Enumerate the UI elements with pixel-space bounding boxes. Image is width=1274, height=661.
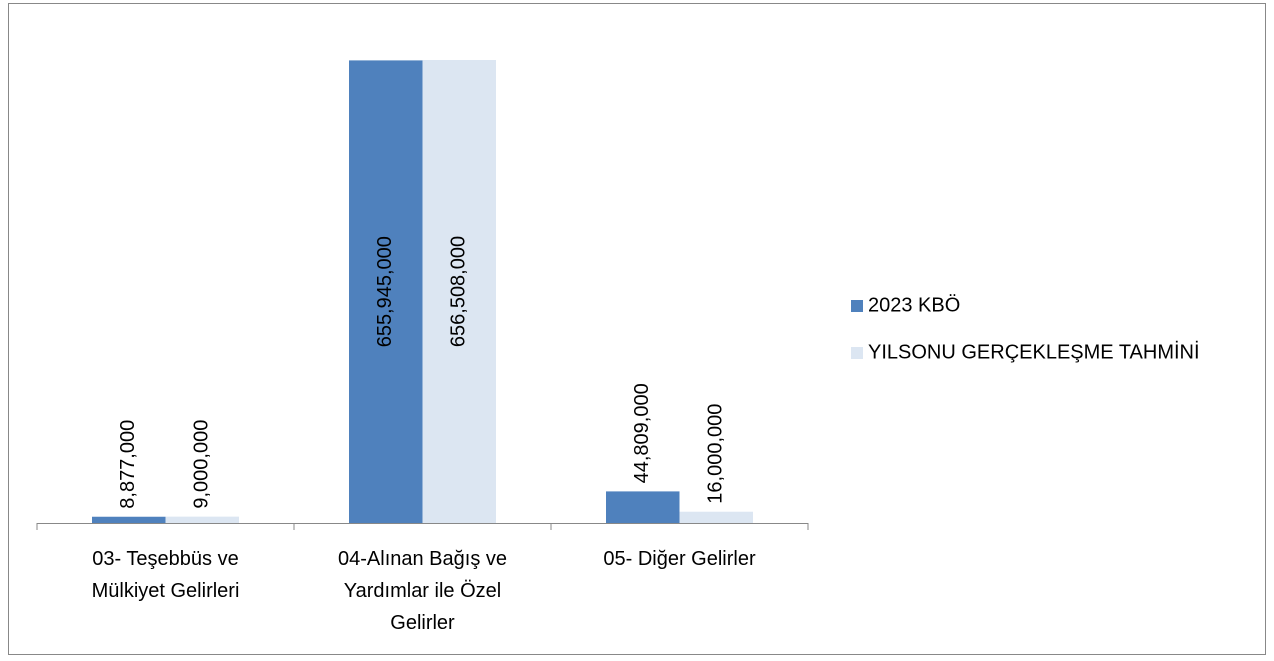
legend-swatch	[851, 300, 863, 312]
bar	[165, 516, 239, 523]
label-line: 03- Teşebbüs ve	[92, 548, 238, 570]
data-label: 16,000,000	[705, 404, 727, 504]
data-label: 9,000,000	[191, 420, 213, 509]
legend-swatch	[851, 347, 863, 359]
data-label: 656,508,000	[448, 236, 470, 347]
label-line: 04-Alınan Bağış ve	[338, 548, 507, 570]
bar	[422, 60, 496, 523]
chart-frame	[8, 3, 1266, 655]
data-label: 44,809,000	[631, 383, 653, 483]
x-tick-label: 04-Alınan Bağış ve Yardımlar ile Özel Geli…	[338, 548, 507, 634]
legend-label: 2023 KBÖ	[868, 294, 960, 316]
label-line: 05- Diğer Gelirler	[603, 548, 756, 570]
data-label: 655,945,000	[374, 236, 396, 347]
x-tick-label: 05- Diğer Gelirler	[603, 548, 756, 570]
label-line: Gelirler	[390, 612, 455, 634]
bar	[92, 516, 166, 523]
legend-label: YILSONU GERÇEKLEŞME TAHMİNİ	[868, 340, 1200, 363]
label-line: Mülkiyet Gelirleri	[92, 580, 240, 602]
data-label: 8,877,000	[117, 420, 139, 509]
x-tick-label: 03- Teşebbüs ve Mülkiyet Gelirleri	[92, 548, 240, 602]
bar	[349, 60, 423, 523]
label-line: Yardımlar ile Özel	[344, 580, 501, 602]
bar	[679, 511, 753, 523]
bar	[606, 491, 680, 523]
